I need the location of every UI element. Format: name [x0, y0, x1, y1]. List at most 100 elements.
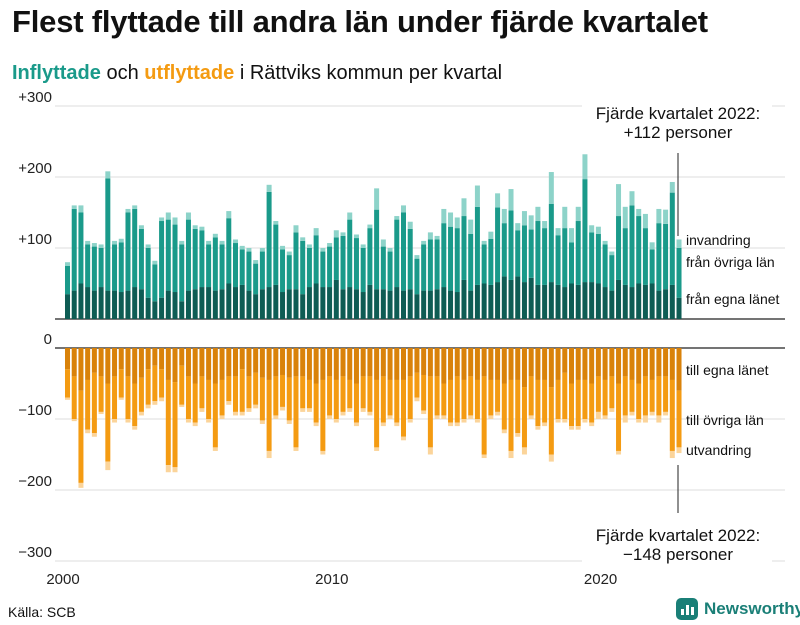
subtitle-outflow-word: utflyttade	[144, 62, 235, 84]
bar-outflow-other-county	[495, 379, 501, 412]
bar-outflow-local	[474, 348, 480, 380]
bar-inflow-local	[427, 290, 433, 319]
bar-inflow-immigration	[280, 245, 286, 250]
inflow-bars	[65, 154, 682, 319]
bar-outflow-emigration	[165, 465, 171, 473]
bar-inflow-other-county	[454, 228, 460, 293]
bar-outflow-local	[656, 348, 662, 377]
bar-inflow-local	[85, 287, 91, 319]
bar-outflow-local	[521, 348, 527, 388]
bar-inflow-other-county	[669, 192, 675, 285]
bar-inflow-other-county	[340, 235, 346, 290]
bar-outflow-local	[589, 348, 595, 384]
bar-inflow-local	[454, 292, 460, 319]
bar-outflow-local	[152, 348, 158, 366]
bar-inflow-local	[448, 290, 454, 319]
bar-outflow-emigration	[622, 415, 628, 423]
bar-inflow-other-county	[569, 242, 574, 284]
bar-outflow-local	[622, 348, 628, 377]
bar-inflow-local	[669, 284, 675, 319]
bar-inflow-other-county	[448, 226, 454, 291]
bar-inflow-immigration	[125, 208, 131, 213]
bar-outflow-local	[676, 348, 682, 391]
bar-outflow-other-county	[569, 383, 574, 427]
bar-inflow-immigration	[333, 230, 339, 238]
bar-inflow-local	[206, 287, 212, 319]
bar-outflow-emigration	[293, 447, 299, 451]
bar-outflow-local	[132, 348, 138, 384]
bar-outflow-local	[448, 348, 454, 380]
bar-inflow-immigration	[132, 205, 138, 209]
bar-outflow-other-county	[105, 383, 111, 462]
bar-inflow-other-county	[582, 179, 588, 283]
bar-inflow-other-county	[65, 265, 70, 295]
bar-outflow-local	[340, 348, 346, 377]
bar-outflow-other-county	[219, 379, 225, 416]
bar-inflow-local	[562, 287, 568, 319]
bar-outflow-emigration	[461, 419, 467, 423]
bar-outflow-emigration	[71, 419, 77, 422]
bar-outflow-emigration	[300, 408, 306, 412]
bar-outflow-emigration	[515, 433, 521, 437]
bar-outflow-local	[468, 348, 474, 377]
bar-outflow-emigration	[427, 447, 433, 455]
bar-inflow-local	[636, 283, 642, 319]
bar-outflow-emigration	[616, 450, 622, 455]
bar-outflow-emigration	[320, 450, 326, 455]
bar-inflow-local	[253, 294, 259, 319]
y-tick-label: −100	[18, 402, 52, 419]
bar-outflow-other-county	[300, 376, 306, 409]
bar-outflow-emigration	[360, 408, 366, 412]
bar-outflow-local	[125, 348, 131, 377]
bar-outflow-emigration	[387, 415, 393, 419]
bar-outflow-emigration	[649, 411, 655, 416]
bar-outflow-local	[434, 348, 440, 377]
bar-inflow-other-county	[394, 219, 400, 288]
legend-inflow-label: från egna länet	[686, 291, 780, 307]
bar-outflow-local	[454, 348, 460, 377]
x-axis-labels: 2000 2010 2020	[46, 571, 617, 588]
bar-inflow-local	[192, 289, 198, 319]
subtitle-inflow-word: Inflyttade	[12, 62, 101, 84]
bar-outflow-other-county	[622, 376, 628, 416]
bar-outflow-emigration	[273, 415, 279, 419]
bar-inflow-immigration	[508, 189, 514, 211]
bar-inflow-other-county	[636, 216, 642, 284]
bar-inflow-immigration	[313, 228, 319, 236]
bar-inflow-local	[501, 276, 507, 319]
bar-outflow-local	[528, 348, 534, 377]
bar-outflow-emigration	[185, 419, 191, 423]
bar-inflow-other-county	[656, 223, 662, 291]
bar-outflow-emigration	[414, 397, 420, 402]
bar-outflow-other-county	[367, 376, 373, 412]
bar-inflow-immigration	[78, 205, 84, 213]
bar-outflow-local	[286, 348, 292, 378]
bar-outflow-emigration	[280, 406, 286, 411]
bar-inflow-other-county	[333, 237, 339, 280]
newsworthy-logo-icon	[676, 598, 698, 620]
bar-outflow-emigration	[367, 411, 373, 416]
bar-outflow-other-county	[374, 379, 380, 448]
bar-outflow-other-county	[91, 372, 97, 434]
bar-outflow-other-county	[286, 377, 292, 421]
bar-inflow-local	[306, 287, 312, 319]
bar-inflow-immigration	[562, 206, 568, 229]
bar-outflow-other-county	[360, 376, 366, 409]
bar-inflow-other-county	[562, 228, 568, 288]
x-tick-label: 2000	[46, 571, 79, 588]
bar-outflow-emigration	[582, 419, 588, 423]
bar-inflow-immigration	[179, 240, 185, 245]
bar-outflow-other-county	[347, 379, 353, 409]
bar-inflow-immigration	[649, 242, 655, 250]
bar-outflow-local	[165, 348, 171, 380]
bar-inflow-other-county	[179, 244, 185, 302]
bar-outflow-other-county	[98, 376, 104, 412]
bar-inflow-other-county	[219, 244, 225, 290]
bar-inflow-local	[495, 282, 501, 319]
bar-outflow-emigration	[454, 422, 460, 427]
bar-outflow-other-county	[212, 383, 218, 448]
bar-inflow-other-county	[239, 249, 245, 285]
bar-inflow-local	[629, 287, 635, 319]
bar-inflow-other-county	[414, 258, 420, 295]
bar-outflow-local	[206, 348, 212, 380]
